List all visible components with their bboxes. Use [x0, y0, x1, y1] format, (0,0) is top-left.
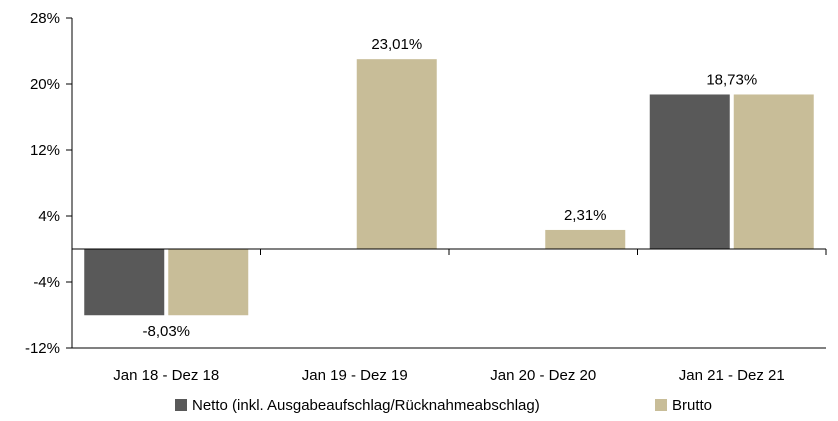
legend: Netto (inkl. Ausgabeaufschlag/Rücknahmea…: [175, 397, 712, 414]
bar-brutto: [168, 249, 249, 316]
legend-swatch: [175, 399, 187, 411]
y-tick-label: 12%: [30, 142, 60, 159]
x-axis: Jan 18 - Dez 18 Jan 19 - Dez 19 Jan 20 - D…: [71, 248, 827, 384]
data-label: -8,03%: [142, 323, 190, 340]
data-labels: -8,03% 23,01% 2,31% 18,73%: [142, 36, 757, 340]
y-tick-label: 28%: [30, 10, 60, 27]
bar-netto: [649, 94, 730, 249]
data-label: 18,73%: [706, 71, 757, 88]
data-label: 23,01%: [371, 36, 422, 53]
legend-label: Brutto: [672, 397, 712, 414]
x-tick-label: Jan 20 - Dez 20: [490, 367, 596, 384]
bar-brutto: [356, 59, 437, 250]
x-tick-label: Jan 21 - Dez 21: [679, 367, 785, 384]
x-tick-label: Jan 18 - Dez 18: [113, 367, 219, 384]
y-axis: 28% 20% 12% 4% -4% -12%: [25, 10, 73, 357]
bar-brutto: [545, 229, 626, 249]
data-label: 2,31%: [564, 207, 607, 224]
bar-netto: [84, 249, 165, 316]
y-tick-label: 20%: [30, 76, 60, 93]
x-tick-label: Jan 19 - Dez 19: [302, 367, 408, 384]
y-tick-label: 4%: [38, 208, 60, 225]
bar-brutto: [733, 94, 814, 249]
legend-swatch: [655, 399, 667, 411]
bars: [84, 59, 814, 316]
y-tick-label: -4%: [33, 274, 60, 291]
y-tick-label: -12%: [25, 340, 60, 357]
legend-label: Netto (inkl. Ausgabeaufschlag/Rücknahmea…: [192, 397, 540, 414]
